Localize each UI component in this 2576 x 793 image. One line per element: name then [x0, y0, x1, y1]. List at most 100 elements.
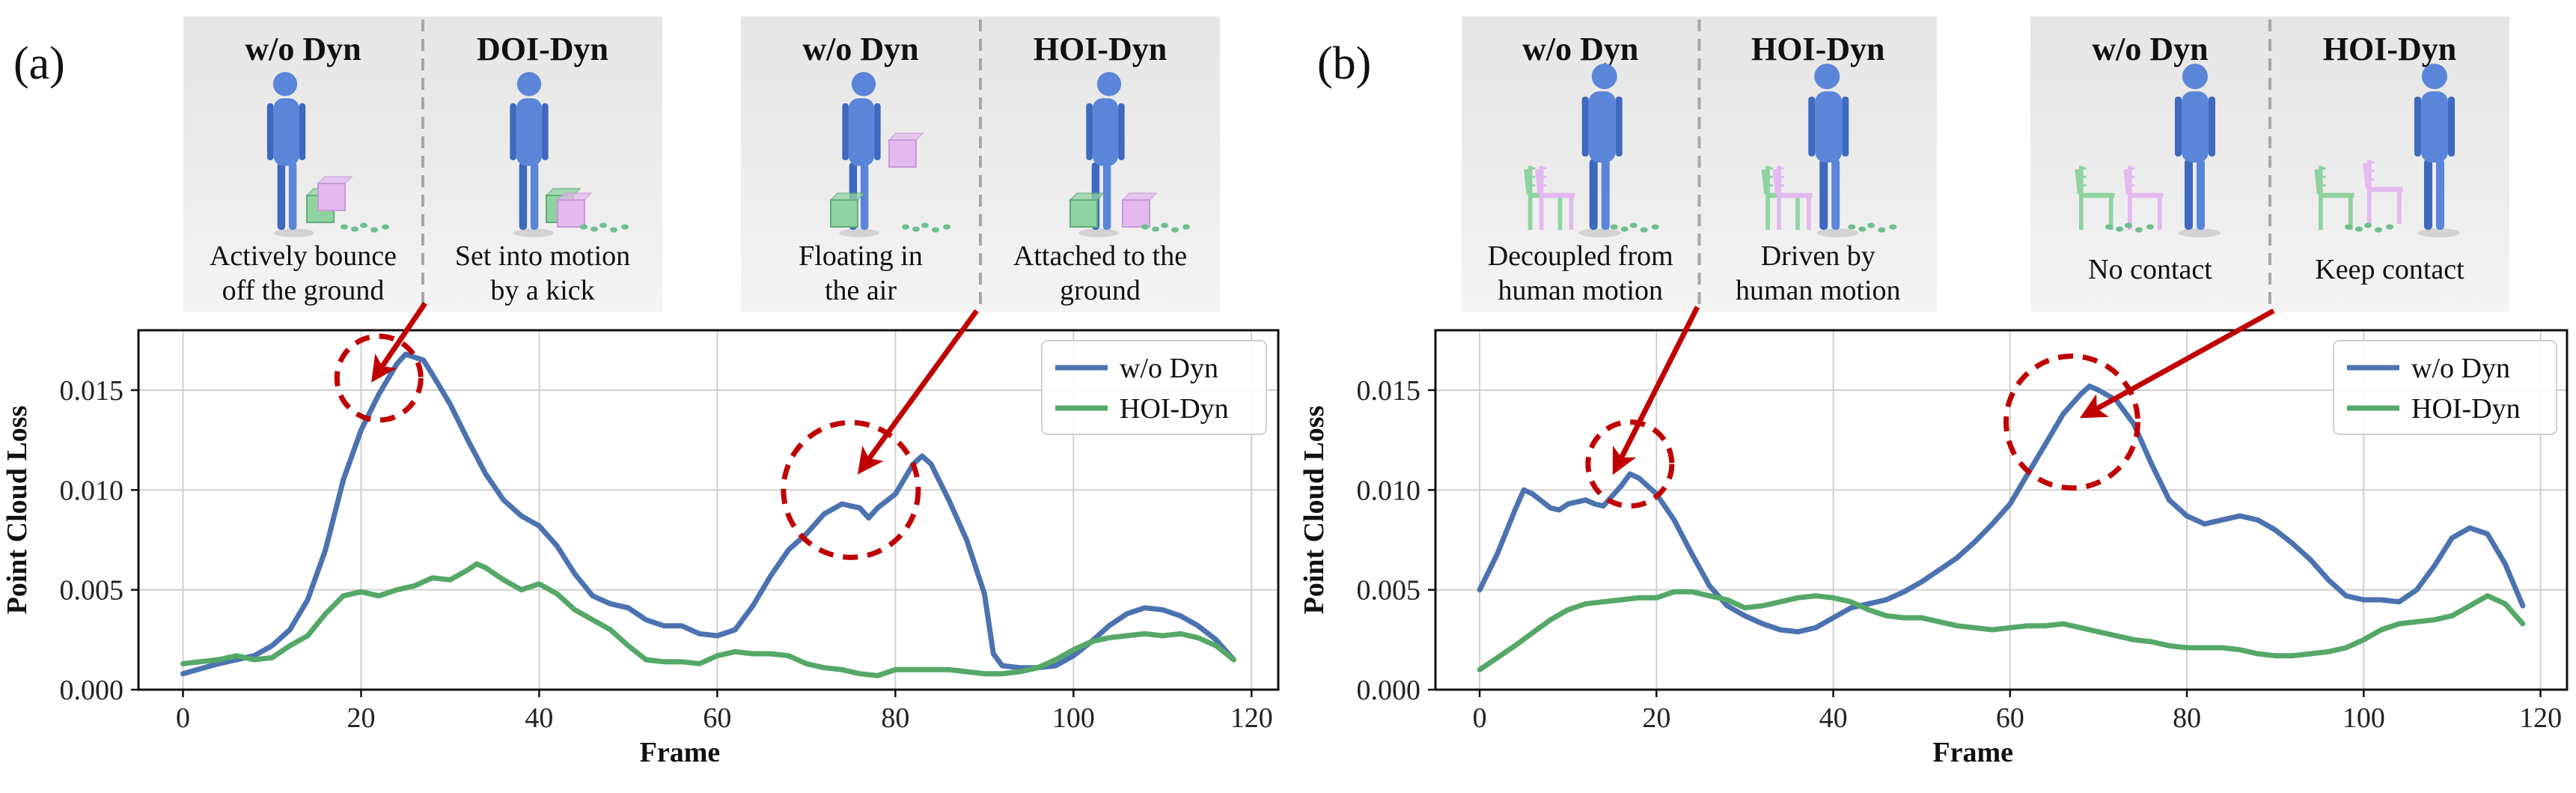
leg: [1601, 159, 1610, 230]
pebble: [921, 222, 929, 228]
x-tick-label: 100: [2342, 702, 2385, 734]
inset-caption: Set into motion: [455, 240, 630, 272]
pebble: [2345, 224, 2352, 230]
chair-slat: [1765, 184, 1773, 187]
torso: [2421, 91, 2448, 162]
chair-slat: [1527, 175, 1536, 178]
highlight-circle: [2003, 353, 2140, 491]
pebble: [1858, 226, 1867, 232]
inset-caption: ground: [1060, 275, 1141, 306]
x-tick-label: 80: [881, 702, 909, 734]
pebble: [370, 227, 378, 233]
chair-slat: [1527, 184, 1536, 187]
chair-slat: [1777, 167, 1784, 170]
pebble: [360, 222, 367, 228]
y-axis-label: Point Cloud Loss: [1, 406, 33, 615]
legend-label: w/o Dyn: [1120, 353, 1218, 384]
inset-caption: Decoupled from: [1488, 240, 1673, 272]
chair-slat: [2367, 169, 2375, 172]
pebble: [1610, 224, 1618, 230]
shadow: [1078, 228, 1119, 237]
inset-caption: by a kick: [490, 275, 594, 306]
head: [516, 72, 542, 97]
head: [272, 72, 298, 97]
y-tick-label: 0.015: [60, 375, 124, 407]
legend-box: [1041, 340, 1267, 435]
y-axis-label: Point Cloud Loss: [1298, 406, 1330, 615]
shadow: [1578, 228, 1621, 237]
leg: [1589, 159, 1598, 230]
box-object: [830, 199, 858, 228]
pebble: [1620, 226, 1629, 232]
pebble: [1161, 222, 1168, 228]
box-object: [1069, 199, 1098, 228]
pebble: [902, 224, 909, 230]
arm: [874, 103, 881, 160]
box-top: [888, 133, 924, 141]
box-object: [557, 199, 585, 228]
chair-seat: [2079, 192, 2115, 198]
leg: [288, 162, 297, 230]
head: [1814, 64, 1840, 89]
inset-scene-illustration: [829, 72, 950, 237]
inset-caption: Floating in: [799, 240, 923, 272]
x-tick-label: 60: [1996, 702, 2024, 734]
pebble: [912, 226, 920, 232]
plot-frame: [137, 329, 1280, 691]
y-tick-label: 0.005: [60, 575, 124, 607]
chair-slat: [2319, 184, 2326, 187]
inset-caption: Attached to the: [1013, 240, 1187, 272]
chair-seat: [2367, 186, 2403, 192]
chair-seat: [1777, 192, 1813, 198]
pebble: [2146, 224, 2154, 230]
inset-caption: Actively bounce: [210, 240, 397, 272]
annotation-arrow: [1612, 306, 1700, 476]
box-top: [556, 192, 593, 201]
inset-scene-illustration: [510, 72, 629, 237]
leg: [2436, 159, 2444, 230]
chair-back: [2123, 168, 2131, 195]
pebble: [621, 224, 629, 230]
leg: [1102, 162, 1111, 230]
chair-slat: [2128, 167, 2135, 170]
inset-caption: the air: [825, 275, 897, 306]
head: [2422, 64, 2447, 89]
inset-title: w/o Dyn: [802, 31, 918, 67]
pebble: [943, 224, 950, 230]
chair-slat: [1777, 175, 1784, 178]
shadow: [839, 228, 879, 237]
chair-back: [1535, 168, 1542, 195]
highlight-circle: [334, 333, 424, 423]
line-chart: 0 20 40 60 80 100 120 0.000 0.005 0.010 0.015 Frame…: [1298, 329, 2569, 768]
x-tick-label: 20: [1642, 702, 1670, 734]
arm: [2175, 97, 2182, 157]
inset-scene-illustration: [1524, 64, 1659, 237]
x-tick-label: 60: [703, 702, 731, 734]
legend-label: w/o Dyn: [2411, 353, 2510, 384]
arm: [2209, 97, 2215, 157]
chair-slat: [2319, 175, 2326, 178]
chair-back: [2363, 162, 2370, 189]
chair-leg: [2157, 194, 2162, 230]
series-line-hoi-dyn: [1477, 589, 2526, 672]
chair-back: [1772, 168, 1780, 195]
x-tick-label: 100: [1052, 702, 1095, 734]
chair-seat: [2128, 192, 2164, 198]
pebble: [2355, 226, 2363, 232]
pebble: [610, 227, 617, 233]
pebble: [2135, 227, 2143, 233]
box-top: [829, 192, 866, 201]
inset-title: DOI-Dyn: [477, 31, 608, 67]
arm: [542, 103, 549, 160]
chair-leg: [1795, 194, 1800, 230]
series-line-wo-dyn: [1477, 383, 2526, 635]
arm: [1808, 97, 1816, 157]
inset-caption: No contact: [2088, 254, 2212, 285]
x-tick-label: 120: [1230, 702, 1273, 734]
chair-leg: [2396, 188, 2402, 224]
arm: [510, 103, 516, 160]
legend-label: HOI-Dyn: [1120, 393, 1229, 425]
pebble: [1182, 224, 1190, 230]
